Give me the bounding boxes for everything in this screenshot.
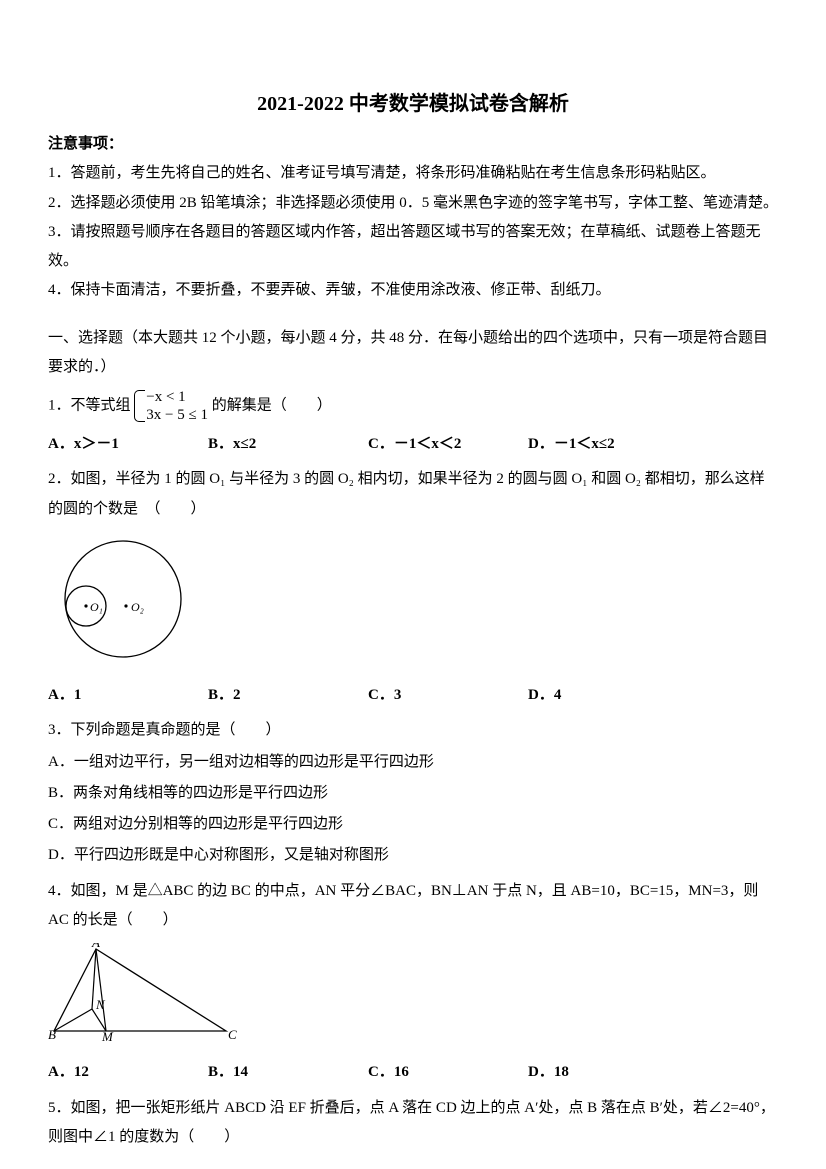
- section-heading: 一、选择题（本大题共 12 个小题，每小题 4 分，共 48 分．在每小题给出的…: [48, 324, 778, 383]
- q1-opt-d: D．－1＜x≤2: [528, 430, 688, 459]
- q1-eq-bot: 3x − 5 ≤ 1: [146, 406, 208, 424]
- q1-system: −x < 1 3x − 5 ≤ 1: [134, 388, 208, 424]
- notice-item-4: 4．保持卡面清洁，不要折叠，不要弄破、弄皱，不准使用涂改液、修正带、刮纸刀。: [48, 276, 778, 305]
- triangle-diagram: A B C M N: [48, 943, 238, 1041]
- q1-eq-top: −x < 1: [146, 388, 208, 406]
- q2-opt-d: D．4: [528, 681, 688, 710]
- q4-opt-a: A．12: [48, 1058, 208, 1087]
- o2-label: O₂: [131, 600, 144, 614]
- q2-opt-a: A．1: [48, 681, 208, 710]
- o2-dot: [124, 604, 127, 607]
- q1-options: A．x＞－1 B．x≤2 C．－1＜x＜2 D．－1＜x≤2: [48, 430, 778, 459]
- notice-item-3: 3．请按照题号顺序在各题目的答题区域内作答，超出答题区域书写的答案无效；在草稿纸…: [48, 218, 778, 277]
- lbl-b: B: [48, 1027, 56, 1041]
- q1-opt-a: A．x＞－1: [48, 430, 208, 459]
- q4-opt-d: D．18: [528, 1058, 688, 1087]
- q2-figure: O₁ O₂: [48, 534, 778, 675]
- question-2: 2．如图，半径为 1 的圆 O₁ 与半径为 3 的圆 O₂ 相内切，如果半径为 …: [48, 465, 778, 524]
- q4-opt-b: B．14: [208, 1058, 368, 1087]
- notice-item-2: 2．选择题必须使用 2B 铅笔填涂；非选择题必须使用 0．5 毫米黑色字迹的签字…: [48, 189, 778, 218]
- lbl-c: C: [228, 1027, 237, 1041]
- q3-opt-b: B．两条对角线相等的四边形是平行四边形: [48, 779, 778, 808]
- q1-opt-c: C．－1＜x＜2: [368, 430, 528, 459]
- page-title: 2021-2022 中考数学模拟试卷含解析: [48, 85, 778, 124]
- lbl-n: N: [95, 997, 106, 1012]
- q2-options: A．1 B．2 C．3 D．4: [48, 681, 778, 710]
- q2-opt-b: B．2: [208, 681, 368, 710]
- q4-options: A．12 B．14 C．16 D．18: [48, 1058, 778, 1087]
- o1-dot: [84, 604, 87, 607]
- q4-opt-c: C．16: [368, 1058, 528, 1087]
- q3-opt-c: C．两组对边分别相等的四边形是平行四边形: [48, 810, 778, 839]
- q3-opt-a: A．一组对边平行，另一组对边相等的四边形是平行四边形: [48, 748, 778, 777]
- question-3: 3．下列命题是真命题的是（ ）: [48, 716, 778, 745]
- q1-prefix: 1．不等式组: [48, 397, 131, 413]
- q1-opt-b: B．x≤2: [208, 430, 368, 459]
- q1-suffix: 的解集是（ ）: [212, 397, 332, 413]
- lbl-m: M: [101, 1029, 114, 1041]
- question-1: 1．不等式组 −x < 1 3x − 5 ≤ 1 的解集是（ ）: [48, 388, 778, 424]
- triangle-abc: [54, 949, 226, 1031]
- o1-label: O₁: [90, 600, 103, 614]
- q3-opt-d: D．平行四边形既是中心对称图形，又是轴对称图形: [48, 841, 778, 870]
- notice-item-1: 1．答题前，考生先将自己的姓名、准考证号填写清楚，将条形码准确粘贴在考生信息条形…: [48, 159, 778, 188]
- q2-opt-c: C．3: [368, 681, 528, 710]
- circles-diagram: O₁ O₂: [48, 534, 188, 664]
- notice-heading: 注意事项：: [48, 130, 778, 159]
- q4-figure: A B C M N: [48, 943, 778, 1052]
- lbl-a: A: [91, 943, 100, 950]
- outer-circle: [65, 541, 181, 657]
- question-4: 4．如图，M 是△ABC 的边 BC 的中点，AN 平分∠BAC，BN⊥AN 于…: [48, 877, 778, 936]
- question-5: 5．如图，把一张矩形纸片 ABCD 沿 EF 折叠后，点 A 落在 CD 边上的…: [48, 1094, 778, 1153]
